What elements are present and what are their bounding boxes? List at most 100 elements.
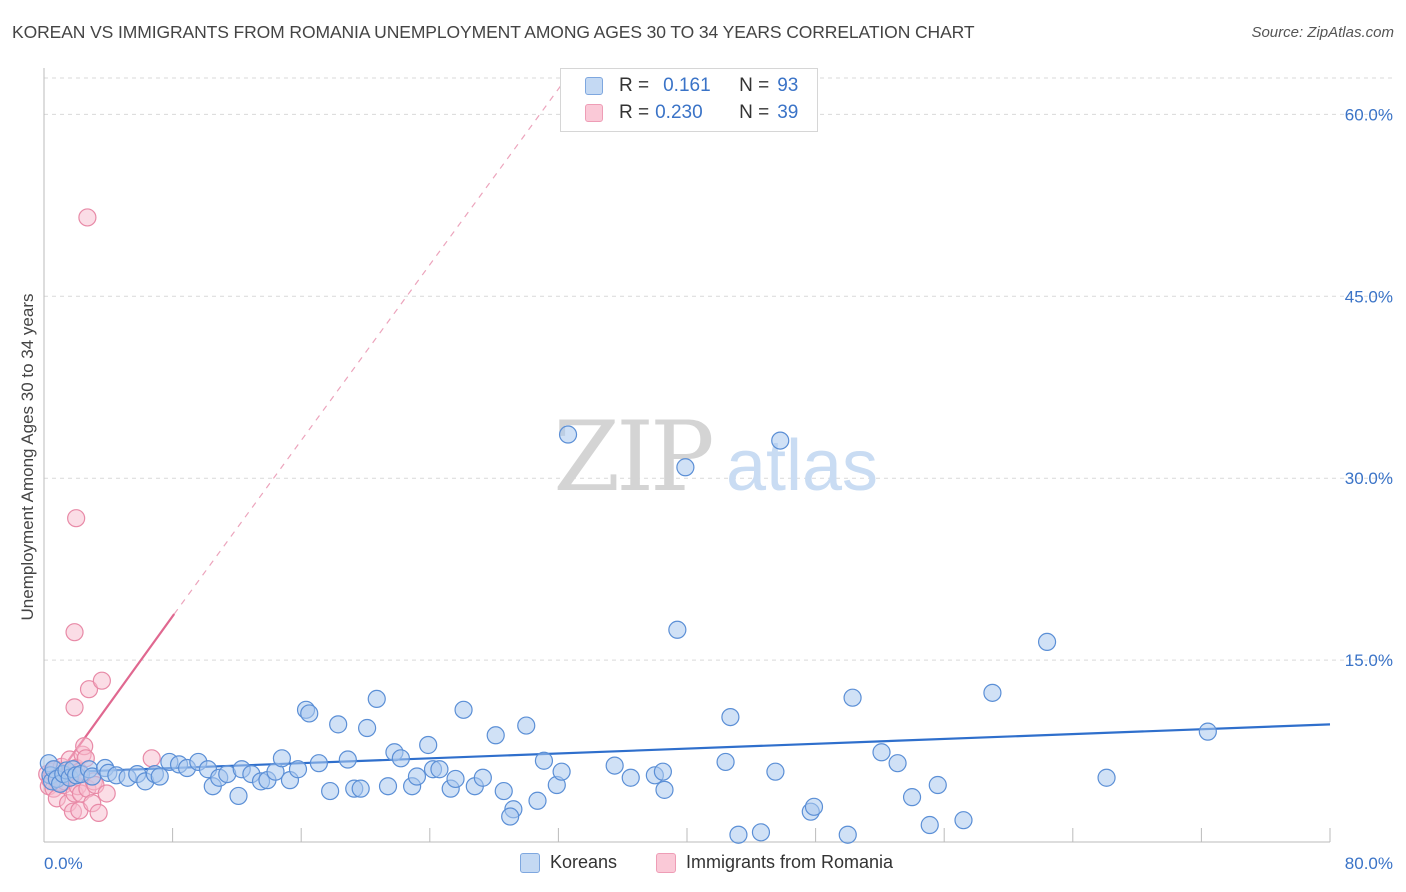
legend-r-value: 0.161: [663, 75, 711, 96]
legend-n-label: N =: [739, 102, 770, 123]
koreans-point: [888, 754, 907, 773]
koreans-point: [766, 762, 785, 781]
koreans-point: [329, 715, 348, 734]
koreans-point: [668, 620, 687, 639]
legend-row-romania: R = 0.230 N = 39: [585, 101, 798, 125]
koreans-point: [1097, 768, 1116, 787]
legend-r-label: R =: [619, 102, 650, 123]
koreans-point: [721, 707, 740, 727]
legend-swatch-koreans: [585, 77, 603, 95]
koreans-point: [1037, 632, 1057, 652]
romania-point: [65, 698, 84, 717]
y-axis-label: Unemployment Among Ages 30 to 34 years: [18, 293, 37, 621]
koreans-point: [229, 786, 248, 806]
koreans-point: [367, 689, 386, 709]
koreans-point: [321, 781, 340, 801]
koreans-point: [501, 807, 520, 826]
koreans-point: [378, 777, 398, 796]
legend-swatch-romania: [585, 104, 603, 122]
koreans-point: [920, 815, 939, 835]
correlation-legend: R = 0.161 N = 93 R = 0.230 N = 39: [560, 68, 818, 132]
koreans-point: [309, 754, 328, 773]
legend-n-value: 93: [777, 75, 799, 96]
koreans-point: [338, 750, 357, 769]
koreans-trend-line: [43, 723, 1331, 774]
koreans-point: [552, 762, 571, 781]
romania-point: [92, 671, 111, 690]
koreans-point: [419, 735, 438, 755]
romania-points: [38, 208, 161, 822]
romania-point: [79, 680, 99, 699]
koreans-point: [838, 825, 857, 844]
romania-point: [65, 623, 84, 642]
koreans-point: [716, 752, 735, 772]
legend-r-value: 0.230: [655, 102, 703, 123]
y-tick-label-0: 15.0%: [1345, 651, 1393, 670]
romania-point: [142, 749, 161, 768]
romania-point: [97, 784, 116, 803]
koreans-point: [729, 825, 748, 844]
romania-legend-label: Immigrants from Romania: [686, 852, 894, 872]
koreans-point: [558, 425, 578, 444]
axes: [43, 68, 1331, 843]
koreans-point: [954, 811, 973, 830]
koreans-swatch: [520, 852, 540, 873]
legend-n-label: N =: [739, 75, 770, 96]
koreans-point: [605, 756, 624, 775]
koreans-point: [653, 762, 672, 781]
koreans-point: [534, 751, 554, 770]
koreans-point: [358, 718, 377, 738]
legend-r-label: R =: [619, 75, 650, 96]
romania-point: [78, 208, 97, 227]
koreans-point: [843, 688, 862, 707]
koreans-point: [407, 767, 427, 786]
romania-swatch: [656, 852, 676, 873]
koreans-point: [902, 788, 922, 807]
x-tick-label-0: 0.0%: [44, 854, 83, 873]
legend-row-koreans: R = 0.161 N = 93: [585, 74, 798, 98]
koreans-point: [150, 767, 169, 786]
tick-labels: 15.0% 30.0% 45.0% 60.0% 0.0% 80.0%: [44, 105, 1393, 873]
romania-point: [89, 803, 108, 822]
koreans-point: [1198, 722, 1217, 741]
koreans-point: [300, 704, 319, 723]
koreans-point: [473, 768, 492, 787]
legend-item-romania[interactable]: Immigrants from Romania: [656, 852, 893, 873]
koreans-point: [517, 716, 536, 735]
koreans-point: [872, 743, 891, 762]
koreans-point: [655, 780, 674, 799]
koreans-point: [983, 683, 1002, 702]
koreans-point: [288, 760, 308, 779]
koreans-legend-label: Koreans: [550, 852, 618, 872]
chart-title: KOREAN VS IMMIGRANTS FROM ROMANIA UNEMPL…: [12, 22, 975, 42]
watermark-zip: ZIP: [553, 401, 712, 513]
koreans-point: [804, 797, 824, 816]
koreans-point: [272, 749, 292, 768]
koreans-point: [446, 769, 465, 789]
watermark: ZIP atlas: [553, 401, 878, 513]
watermark-atlas: atlas: [726, 426, 878, 506]
romania-point: [67, 509, 86, 528]
koreans-point: [351, 779, 370, 798]
y-tick-label-3: 60.0%: [1345, 105, 1393, 124]
koreans-point: [494, 781, 513, 801]
koreans-point: [454, 700, 473, 719]
koreans-point: [621, 768, 640, 787]
series-legend: Koreans Immigrants from Romania: [0, 852, 1406, 876]
gridlines: [44, 77, 1392, 661]
x-tick-label-1: 80.0%: [1345, 854, 1393, 873]
legend-item-koreans[interactable]: Koreans: [520, 852, 617, 873]
koreans-point: [676, 458, 695, 477]
koreans-point: [391, 749, 410, 768]
romania-trend-extension: [173, 77, 567, 615]
y-tick-label-2: 45.0%: [1345, 287, 1393, 306]
koreans-points: [39, 425, 1217, 844]
koreans-point: [928, 775, 947, 795]
legend-n-value: 39: [777, 102, 799, 123]
y-tick-label-1: 30.0%: [1345, 469, 1393, 488]
koreans-point: [486, 726, 505, 745]
source-label: Source: ZipAtlas.com: [1251, 24, 1394, 41]
koreans-point: [430, 760, 449, 779]
koreans-point: [528, 791, 547, 810]
